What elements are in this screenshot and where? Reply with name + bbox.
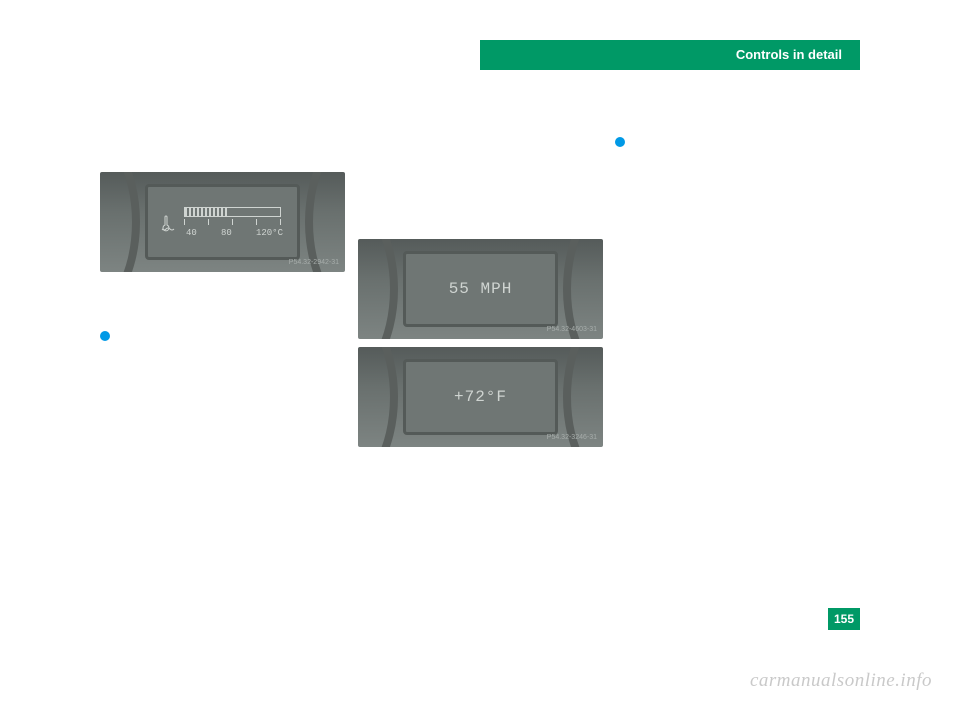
col1-warning-body: Driving when your engine is overheated c… <box>100 291 350 325</box>
col1-bullet-row: Steam from an overheated engine can caus… <box>100 330 350 375</box>
col3-bullet-row: Press reset button to select the digital… <box>615 136 865 158</box>
col1-warning-label: Warning! <box>100 280 350 291</box>
header-left-blank <box>100 44 480 90</box>
watermark: carmanualsonline.info <box>750 670 932 692</box>
photo-tag-speed: P54.32-4603-31 <box>547 325 597 335</box>
gauge-arc-right-2 <box>563 239 603 339</box>
gauge-arc-left <box>100 172 140 272</box>
speed-lcd: 55 MPH <box>403 251 558 327</box>
column-2: Digital speedometer and outside temperat… <box>358 130 608 500</box>
gauge-arc-right <box>305 172 345 272</box>
col1-bullet-text: Steam from an overheated engine can caus… <box>116 330 350 375</box>
coolant-fill <box>185 208 228 216</box>
chapter-title: Controls in detail <box>480 40 860 70</box>
gauge-arc-left-3 <box>358 347 398 447</box>
gauge-arc-right-3 <box>563 347 603 447</box>
gauge-arc-left-2 <box>358 239 398 339</box>
coolant-bar <box>184 207 281 217</box>
coolant-lcd: 40 80 120°C <box>145 184 300 260</box>
gauge-80: 80 <box>221 227 232 240</box>
column-3: Press reset button to select the digital… <box>615 130 865 236</box>
gauge-40: 40 <box>186 227 197 240</box>
coolant-ticks <box>184 219 281 227</box>
temp-value: +72°F <box>454 386 507 408</box>
col1-heading: Coolant temperature <box>100 130 350 141</box>
photo-tag-temp: P54.32-3246-31 <box>547 433 597 443</box>
section-title: Control system <box>762 70 842 84</box>
col2-heading: Digital speedometer and outside temperat… <box>358 130 608 141</box>
speed-display-image: 55 MPH P54.32-4603-31 <box>358 239 603 339</box>
bullet-icon <box>615 137 625 147</box>
temp-lcd: +72°F <box>403 359 558 435</box>
chapter-bar: Controls in detail <box>480 40 860 70</box>
gauge-120: 120°C <box>256 227 283 240</box>
bullet-icon <box>100 331 110 341</box>
column-1: Coolant temperature This function is onl… <box>100 130 350 381</box>
thermometer-icon <box>160 215 178 239</box>
col1-caption: This function is only available if the v… <box>100 141 350 163</box>
speed-value: 55 MPH <box>449 278 513 300</box>
photo-tag-coolant: P54.32-2942-31 <box>289 258 339 268</box>
coolant-numbers: 40 80 120°C <box>186 227 283 240</box>
col3-bullet-text: Press reset button to select the digital… <box>631 136 865 158</box>
coolant-scale: 40 80 120°C <box>158 207 287 237</box>
page-header: Controls in detail Control system <box>100 44 860 90</box>
coolant-gauge-image: 40 80 120°C P54.32-2942-31 <box>100 172 345 272</box>
col2-body: Vehicles with kilometers as standard uni… <box>358 455 608 500</box>
col3-warning-body: The outside temperature indicator is not… <box>615 180 865 236</box>
page-number: 155 <box>828 608 860 630</box>
manual-page: Controls in detail Control system Coolan… <box>0 0 960 720</box>
header-right: Controls in detail Control system <box>480 40 860 90</box>
col3-warning-label: Warning! <box>615 168 865 179</box>
temp-display-image: +72°F P54.32-3246-31 <box>358 347 603 447</box>
